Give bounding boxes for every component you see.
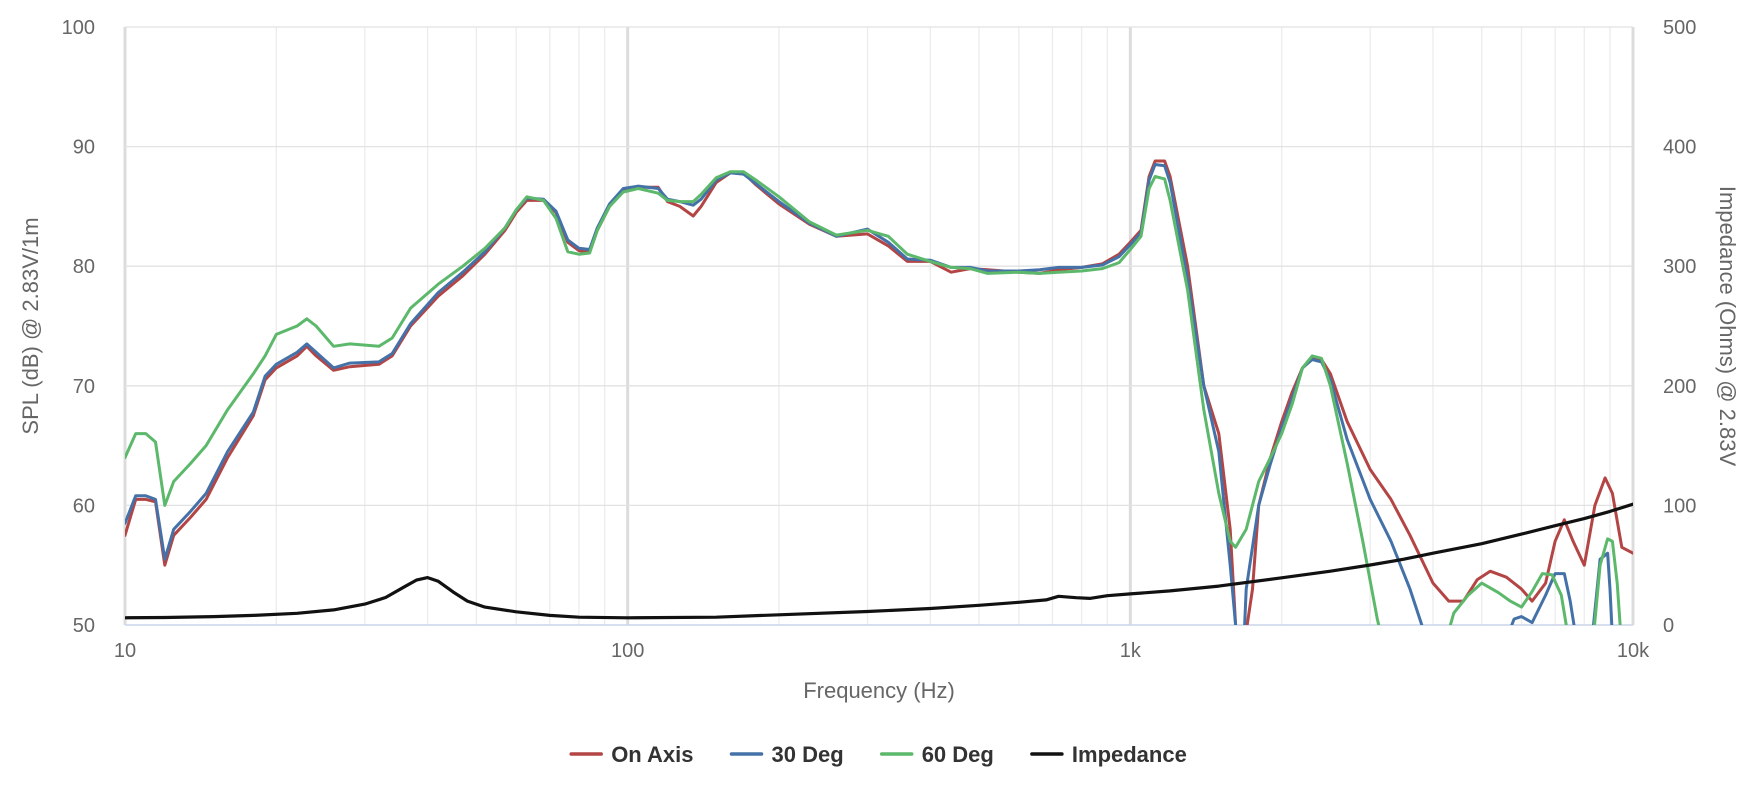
series-line-60-deg xyxy=(125,170,1622,625)
legend-label: On Axis xyxy=(611,742,693,767)
x-axis-title: Frequency (Hz) xyxy=(803,678,955,703)
left-y-tick-label: 90 xyxy=(73,137,95,159)
right-y-tick-label: 0 xyxy=(1663,615,1674,637)
legend-item-60-deg[interactable]: 60 Deg xyxy=(879,742,994,767)
legend-item-impedance[interactable]: Impedance xyxy=(1030,742,1187,767)
legend: On Axis 30 Deg 60 Deg Impedance xyxy=(569,742,1187,767)
legend-label: 30 Deg xyxy=(772,742,844,767)
right-y-tick-label: 400 xyxy=(1663,137,1696,159)
right-y-tick-label: 500 xyxy=(1663,17,1696,39)
left-y-tick-label: 80 xyxy=(73,256,95,278)
series-line-30-deg xyxy=(125,163,1614,625)
legend-item-on-axis[interactable]: On Axis xyxy=(569,742,694,767)
left-y-tick-label: 50 xyxy=(73,615,95,637)
legend-item-30-deg[interactable]: 30 Deg xyxy=(729,742,844,767)
left-y-tick-label: 100 xyxy=(62,17,95,39)
right-axis-title: Impedance (Ohms) @ 2.83V xyxy=(1715,186,1740,467)
left-y-tick-label: 70 xyxy=(73,376,95,398)
right-y-tick-label: 200 xyxy=(1663,376,1696,398)
left-axis-title: SPL (dB) @ 2.83V/1m xyxy=(18,217,43,434)
right-y-tick-label: 300 xyxy=(1663,256,1696,278)
x-tick-label: 10k xyxy=(1617,640,1650,662)
series-line-on-axis xyxy=(125,159,1633,625)
x-tick-label: 1k xyxy=(1120,640,1142,662)
x-tick-label: 100 xyxy=(611,640,644,662)
grid-lines xyxy=(123,26,1635,626)
series-lines xyxy=(125,159,1633,625)
legend-label: 60 Deg xyxy=(922,742,994,767)
right-y-tick-label: 100 xyxy=(1663,495,1696,517)
series-line-impedance xyxy=(125,502,1633,620)
x-tick-label: 10 xyxy=(114,640,136,662)
tick-labels: 10 100 1k 10k 50 60 70 80 90 100 0 100 200 300 400 500 xyxy=(62,17,1697,662)
legend-label: Impedance xyxy=(1072,742,1187,767)
left-y-tick-label: 60 xyxy=(73,495,95,517)
